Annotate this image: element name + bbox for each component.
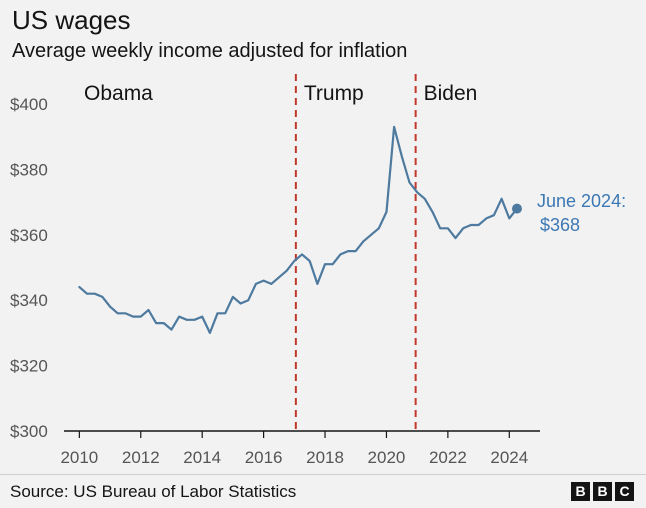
y-tick-label: $400 — [10, 95, 48, 114]
wage-series-line — [78, 125, 519, 334]
x-tick-label: 2010 — [60, 448, 98, 467]
y-tick-label: $320 — [10, 357, 48, 376]
x-tick-label: 2022 — [429, 448, 467, 467]
era-label: Biden — [424, 82, 478, 105]
endpoint-label-value: $368 — [540, 215, 580, 235]
era-label: Trump — [304, 82, 364, 105]
y-tick-label: $300 — [10, 422, 48, 441]
x-tick-label: 2012 — [122, 448, 160, 467]
footer: Source: US Bureau of Labor Statistics B … — [0, 474, 646, 508]
bbc-logo: B B C — [571, 482, 634, 501]
endpoint-label-date: June 2024: — [537, 191, 626, 211]
chart-title: US wages — [12, 5, 131, 35]
x-tick-label: 2016 — [245, 448, 283, 467]
bbc-logo-letter: B — [593, 482, 612, 501]
x-tick-label: 2018 — [306, 448, 344, 467]
x-tick-label: 2024 — [490, 448, 528, 467]
x-tick-label: 2014 — [183, 448, 221, 467]
y-tick-label: $360 — [10, 226, 48, 245]
bbc-logo-letter: C — [615, 482, 634, 501]
y-tick-label: $380 — [10, 160, 48, 179]
bbc-logo-letter: B — [571, 482, 590, 501]
chart-subtitle: Average weekly income adjusted for infla… — [12, 40, 408, 62]
endpoint-dot — [511, 203, 522, 214]
line-chart: $300 $320 $340 $360 $380 $400 2010 2012 2014 2016… — [10, 74, 626, 467]
y-tick-label: $340 — [10, 291, 48, 310]
x-tick-label: 2020 — [368, 448, 406, 467]
source-note: Source: US Bureau of Labor Statistics — [10, 482, 297, 501]
era-label: Obama — [84, 82, 153, 105]
